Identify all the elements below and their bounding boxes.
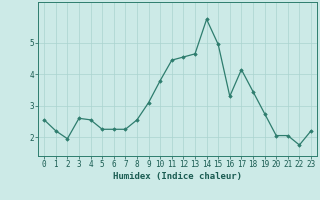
X-axis label: Humidex (Indice chaleur): Humidex (Indice chaleur) [113,172,242,181]
